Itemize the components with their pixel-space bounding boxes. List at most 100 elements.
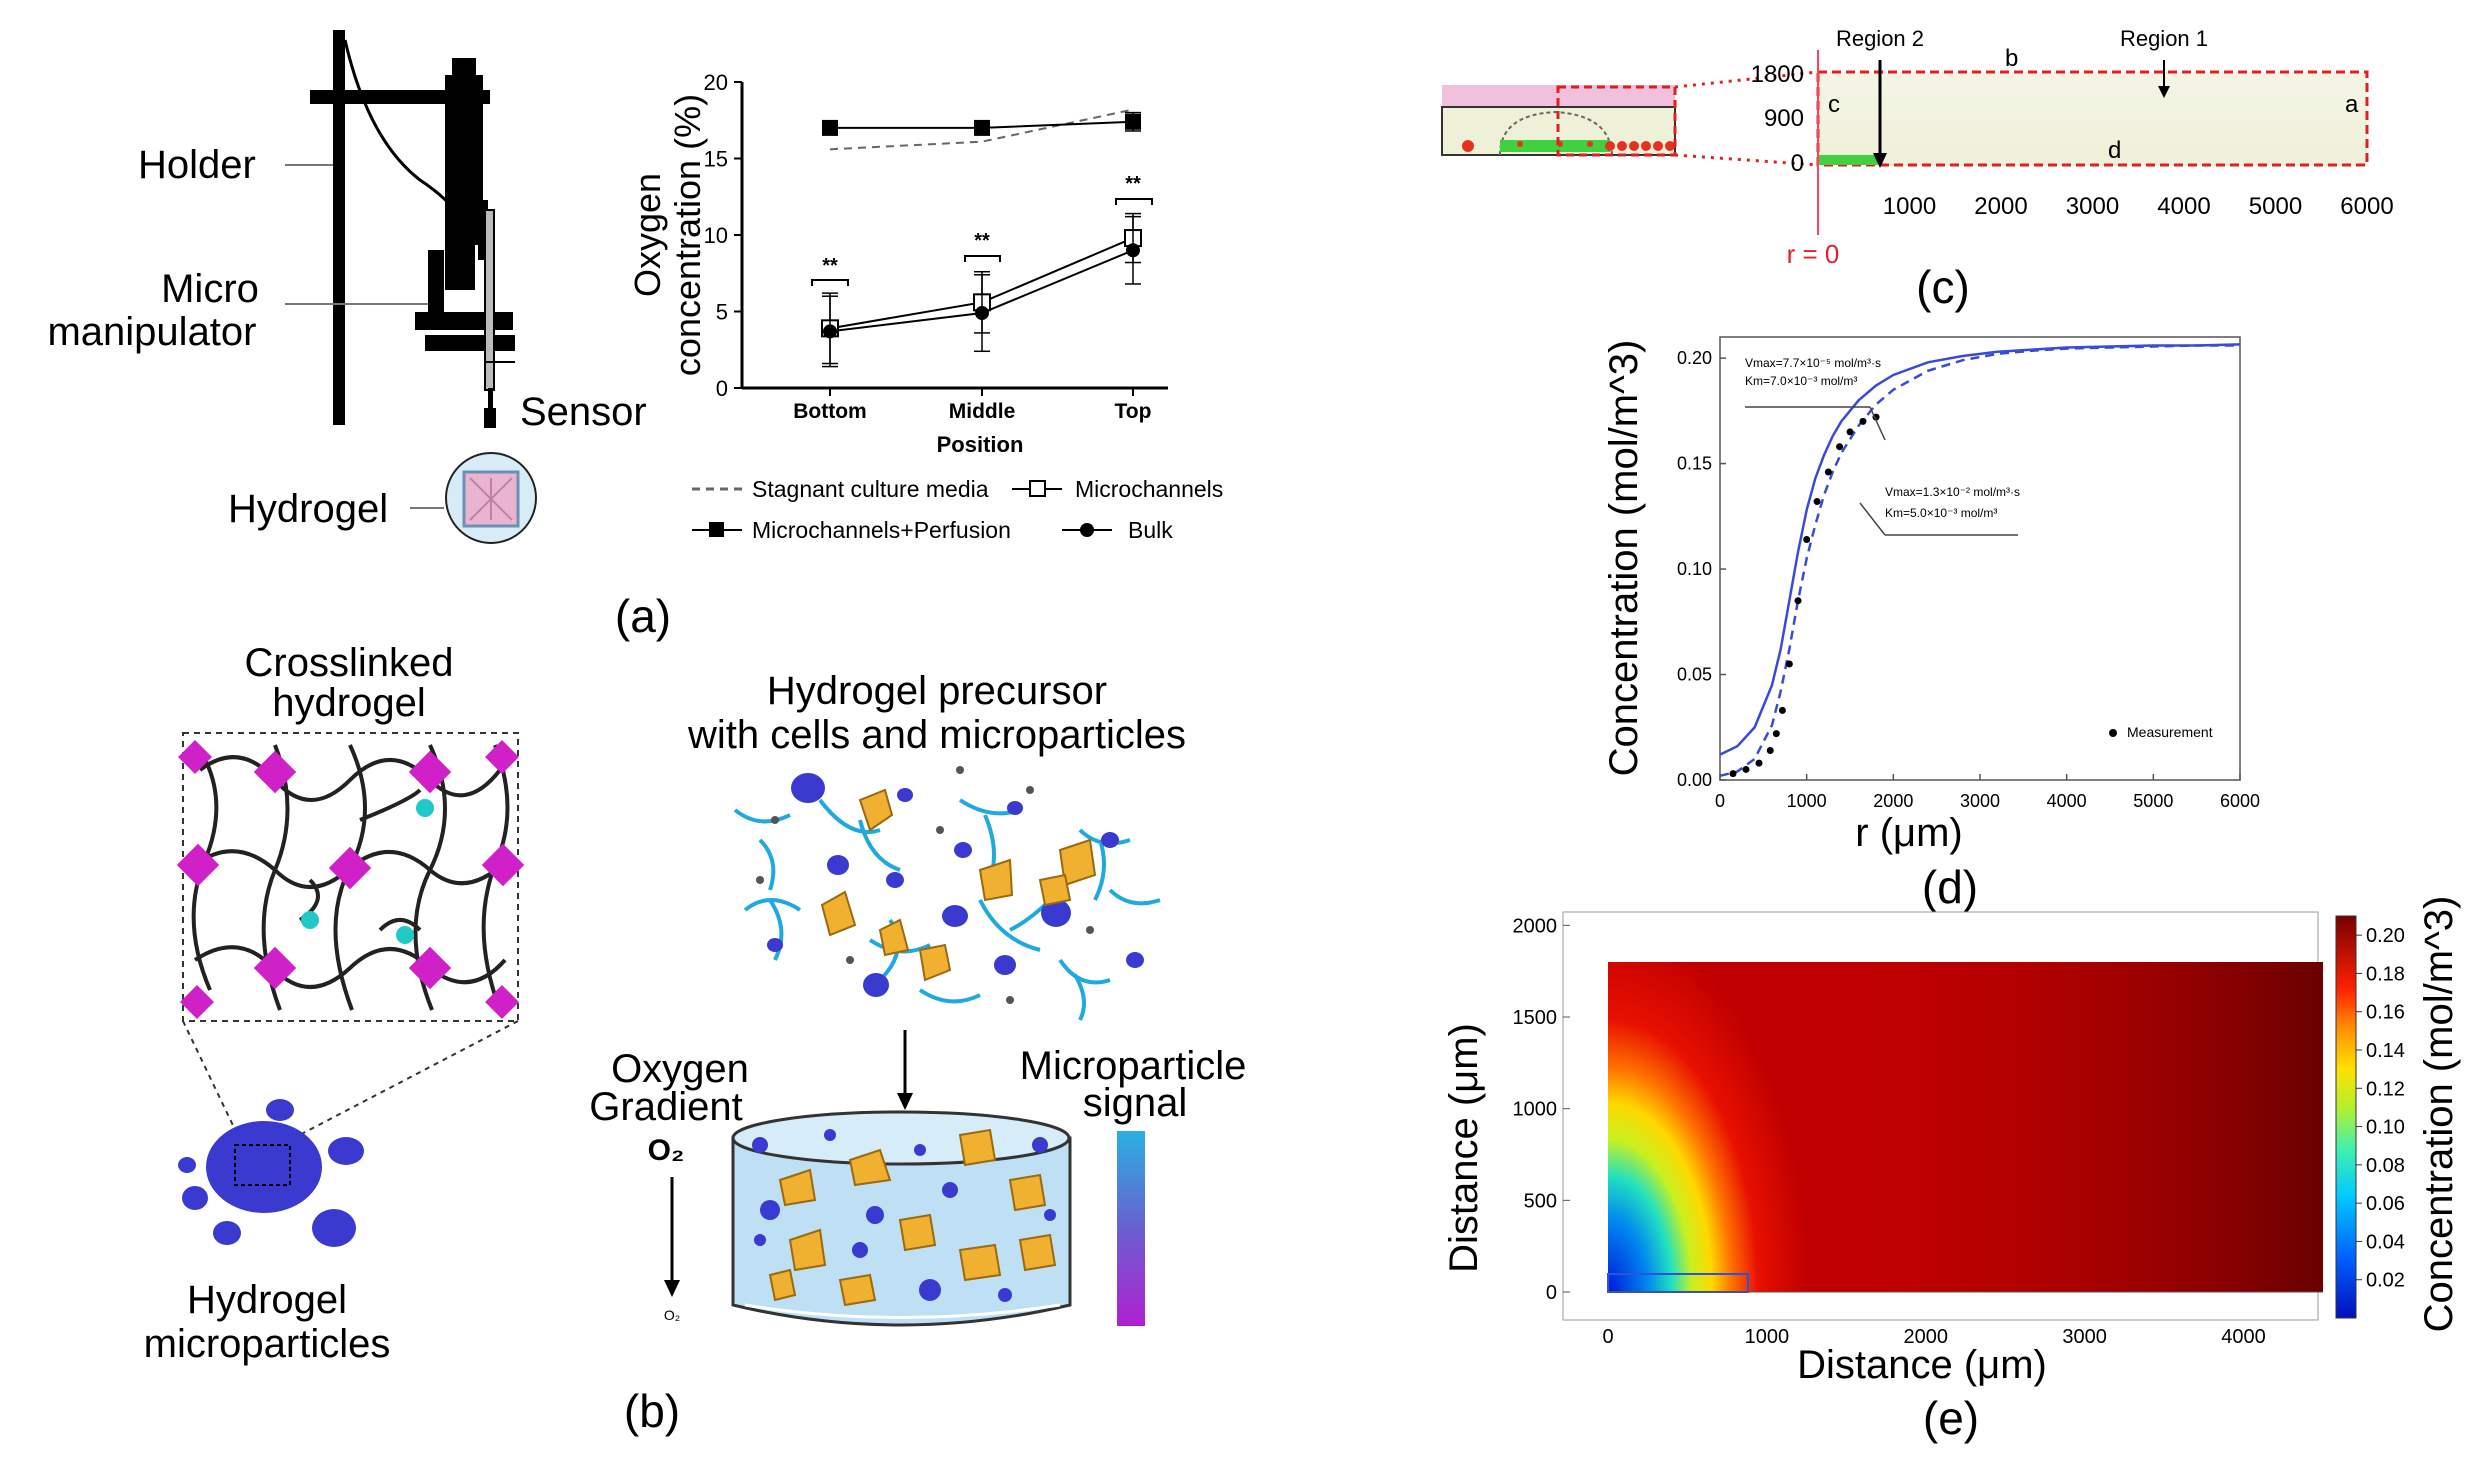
edge-d-label: d [2108,137,2121,164]
precursor-label-line1: Hydrogel precursor [767,669,1107,713]
e-xtick-label: 2000 [1904,1326,1949,1348]
d-measurement-point [1859,417,1867,425]
colorbar-tick-label: 0.12 [2366,1078,2405,1100]
d-ticks: 0 1000 2000 3000 4000 5000 6000 0.00 0.05 0.10 0.1… [1677,348,2260,811]
colorbar-label: Concentration (mol/m^3) [2417,896,2461,1333]
precursor-label-line2: with cells and microparticles [687,713,1186,757]
edge-b-label: b [2005,45,2018,72]
precursor-mixture [733,766,1161,1021]
crosslinked-network [176,732,525,1022]
d-measurement-point [1729,770,1737,778]
crosslinked-label-line1: Crosslinked [245,641,454,685]
d-ytick-label: 0.05 [1677,665,1712,685]
culture-dish [731,1110,1072,1327]
panel-b: Crosslinked hydrogel [144,641,1247,1437]
d-measurement-point [1803,536,1811,544]
caption-e: (e) [1923,1392,1979,1444]
d-measurement-point [1778,706,1786,714]
a-point [1126,243,1140,258]
r0-label: r = 0 [1787,239,1840,269]
a-point [975,306,989,321]
d-measurement-point [1824,468,1832,476]
oxygen-gradient-label-line1: Oxygen [611,1047,749,1091]
c-xtick-label: 2000 [1974,193,2027,220]
a-ytick-label: 15 [704,147,728,172]
panel-e: 0 1000 2000 3000 4000 2000 1500 1000 500 0 Distan… [1442,896,2461,1444]
a-ytick-label: 5 [716,300,728,325]
significance-middle: ** [974,230,990,252]
a-ytick-label: 20 [704,70,728,95]
d-annotation1-line1: Vmax=7.7×10⁻⁵ mol/m³·s [1745,356,1881,370]
region2-label: Region 2 [1836,26,1924,51]
a-xtick-label: Bottom [793,400,866,423]
d-measurement-point [1846,428,1854,436]
microparticles-label-line1: Hydrogel [187,1278,347,1322]
a-series-line [829,108,1134,151]
c-xtick-label: 6000 [2340,193,2393,220]
d-measurement-point [1742,765,1750,773]
oxygen-gradient-label-line2: Gradient [589,1085,742,1129]
d-measurement-point [1813,498,1821,506]
a-ytick-label: 0 [716,376,728,401]
e-ytick-label: 1000 [1513,1099,1558,1121]
d-annotation1-line2: Km=7.0×10⁻³ mol/m³ [1745,374,1857,388]
e-xtick-label: 0 [1602,1326,1613,1348]
o2-top-label: O₂ [648,1134,685,1167]
oxygen-chart-xlabel: Position [937,432,1024,457]
signal-gradient-bar [1117,1131,1145,1326]
region1-label: Region 1 [2120,26,2208,51]
c-ytick-0: 0 [1791,150,1804,177]
d-ytick-label: 0.15 [1677,454,1712,474]
caption-c: (c) [1916,261,1970,313]
c-xtick-label: 1000 [1883,193,1936,220]
hydrogel-label: Hydrogel [228,487,388,531]
d-measurement-point [1794,597,1802,605]
d-ytick-label: 0.10 [1677,559,1712,579]
signal-label-line2: signal [1083,1081,1188,1125]
oxygen-chart-ylabel-line1: Oxygen [627,173,668,297]
sensor-label: Sensor [520,390,647,434]
caption-b: (b) [624,1385,680,1437]
d-annotation2-line2: Km=5.0×10⁻³ mol/m³ [1885,506,1997,520]
d-xtick-label: 0 [1715,791,1725,811]
c-xtick-label: 3000 [2066,193,2119,220]
colorbar-ticks: 0.20 0.18 0.16 0.14 0.12 0.10 0.08 0.06 0.04 0.02 [2356,925,2405,1292]
heatmap-darkening [1608,962,2323,1292]
caption-d: (d) [1922,861,1978,913]
d-xlabel: r (μm) [1855,811,1962,855]
legend-stagnant: Stagnant culture media [752,476,989,502]
d-lines [1719,343,2241,777]
d-ylabel: Concentration (mol/m^3) [1602,340,1646,777]
caption-a: (a) [615,590,671,642]
a-xtick-label: Middle [949,400,1016,423]
c-ytick-900: 900 [1764,105,1804,132]
d-ytick-label: 0.20 [1677,348,1712,368]
d-annotation2-line1: Vmax=1.3×10⁻² mol/m³·s [1885,485,2020,499]
oxygen-chart-series [821,108,1142,368]
significance-top: ** [1125,173,1141,195]
e-xlabel: Distance (μm) [1797,1343,2047,1387]
panel-c: Region 2 Region 1 a b c d 1800 900 0 100… [1441,26,2394,313]
e-ytick-label: 2000 [1513,915,1558,937]
a-ytick-label: 10 [704,223,728,248]
e-xtick-label: 1000 [1745,1326,1790,1348]
colorbar-tick-label: 0.06 [2366,1193,2405,1215]
signal-label-line1: Microparticle [1020,1044,1247,1088]
c-xtick-label: 5000 [2249,193,2302,220]
d-series-line [1719,344,2240,777]
e-xtick-label: 4000 [2221,1326,2266,1348]
d-measurement-point [1836,443,1844,451]
micromanipulator-apparatus [285,30,537,544]
a-point [974,119,990,136]
d-xtick-label: 3000 [1960,791,2000,811]
a-point [822,119,838,136]
d-xtick-label: 2000 [1873,791,1913,811]
e-ticks: 0 1000 2000 3000 4000 2000 1500 1000 500 0 [1513,915,2266,1348]
a-xtick-label: Top [1115,400,1152,423]
micromanipulator-label-line2: manipulator [47,310,256,354]
a-point [1125,113,1141,130]
legend-microchannels: Microchannels [1075,476,1223,502]
d-legend-measurement: Measurement [2127,724,2213,740]
oxygen-chart-legend: Stagnant culture media Microchannels Mic… [692,476,1223,543]
